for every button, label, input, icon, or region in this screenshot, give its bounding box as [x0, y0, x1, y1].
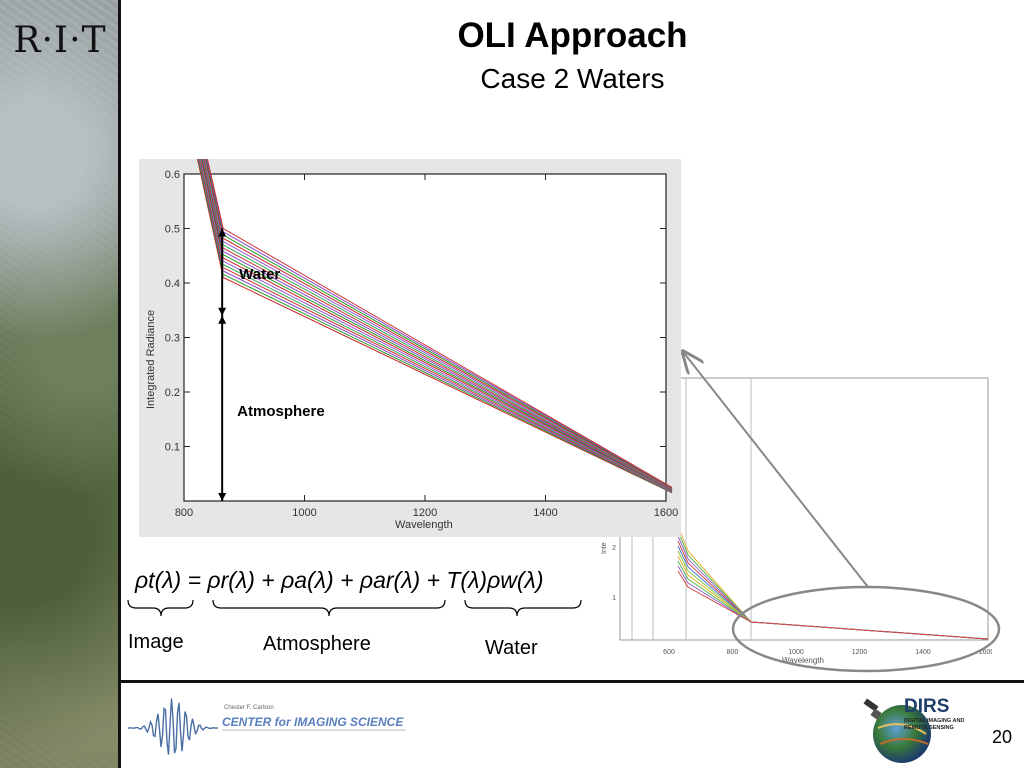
bg-y-tick-label: 2: [612, 545, 616, 552]
annotation-arrowhead-top: [218, 228, 227, 237]
equation-text: ρt(λ) = ρr(λ) + ρa(λ) + ρar(λ) + T(λ)ρw(…: [134, 567, 544, 593]
dirs-sub2-text: REMOTE SENSING: [904, 725, 954, 731]
main-series-line: [197, 159, 673, 493]
bg-x-tick-label: 1400: [915, 649, 931, 656]
main-x-tick-label: 1000: [292, 507, 316, 519]
dirs-name-text: DIRS: [904, 696, 949, 717]
slide-subtitle: Case 2 Waters: [480, 63, 665, 94]
satellite-icon: [863, 698, 882, 720]
main-y-tick-label: 0.4: [165, 278, 180, 290]
cis-small-text: Chester F. Carlson: [224, 705, 274, 711]
radiance-equation: ρt(λ) = ρr(λ) + ρa(λ) + ρar(λ) + T(λ)ρw(…: [127, 567, 582, 617]
label-image: Image: [128, 631, 184, 653]
label-atmosphere: Atmosphere: [263, 633, 371, 655]
main-series-line: [204, 159, 673, 489]
main-chart-ylabel: Integrated Radiance: [145, 310, 157, 409]
bg-x-tick-label: 800: [727, 649, 739, 656]
globe-icon: [873, 705, 931, 763]
annotation-arrowhead-mid-down: [218, 307, 227, 316]
rit-logo: R·I·T: [13, 20, 107, 61]
sidebar-aerial-photo: R·I·T: [0, 0, 118, 768]
main-series-line: [201, 159, 673, 491]
sidebar-divider: [118, 0, 121, 768]
bg-x-tick-label: 1000: [788, 649, 804, 656]
cis-name-text: CENTER for IMAGING SCIENCE: [222, 715, 404, 729]
cis-logo: Chester F. Carlson CENTER for IMAGING SC…: [128, 698, 406, 755]
main-series-line: [196, 159, 673, 494]
footer-divider: [121, 680, 1024, 683]
zoom-arrow: [684, 353, 869, 588]
bg-chart-xlabel: Wavelength: [782, 656, 824, 665]
main-series-line: [202, 159, 673, 491]
bg-chart-ylabel: Inte: [601, 542, 608, 554]
main-series-line: [198, 159, 673, 493]
slide-title: OLI Approach: [457, 16, 688, 55]
main-series-line: [202, 159, 673, 491]
main-series-line: [204, 159, 673, 490]
annotation-atmosphere: Atmosphere: [237, 403, 325, 420]
main-y-tick-label: 0.6: [165, 169, 180, 181]
main-y-tick-label: 0.1: [165, 442, 180, 454]
bg-series-line: [677, 570, 989, 640]
main-x-tick-label: 1600: [654, 507, 678, 519]
main-series-line: [198, 159, 673, 493]
main-x-tick-label: 1400: [533, 507, 557, 519]
brace-water: [464, 599, 582, 617]
bg-x-tick-label: 1600: [979, 649, 992, 656]
label-water: Water: [485, 637, 538, 659]
dirs-logo: DIRS DIGITAL IMAGING AND REMOTE SENSING: [863, 696, 964, 763]
bg-x-tick-label: 600: [663, 649, 675, 656]
bg-y-tick-label: 1: [612, 595, 616, 602]
annotation-arrowhead-mid-up: [218, 315, 227, 324]
background-spectrum-chart: 6008001000120014001600 123 Wavelength In…: [601, 377, 992, 665]
brace-image: [127, 599, 194, 617]
main-y-tick-label: 0.5: [165, 224, 180, 236]
main-series-line: [200, 159, 673, 492]
main-x-tick-label: 800: [175, 507, 193, 519]
brace-atmosphere: [212, 599, 446, 617]
bg-x-tick-label: 1200: [852, 649, 868, 656]
cis-waveform-icon: [128, 698, 219, 755]
annotation-water: Water: [239, 266, 280, 283]
main-series-line: [206, 159, 673, 488]
main-series-line: [203, 159, 673, 490]
zoomed-spectrum-chart: 800 1000 1200 1400 1600 0.1 0.2 0.3 0.4 0.5 0.6 W…: [139, 159, 681, 537]
dirs-sub1-text: DIGITAL IMAGING AND: [904, 718, 964, 724]
highlight-ellipse: [731, 585, 1001, 673]
main-chart-xlabel: Wavelength: [395, 519, 453, 531]
annotation-arrowhead-bottom: [218, 493, 227, 501]
main-y-tick-label: 0.3: [165, 333, 180, 345]
main-y-tick-label: 0.2: [165, 387, 180, 399]
main-series-line: [199, 159, 673, 492]
page-number: 20: [991, 727, 1012, 747]
main-series-line: [200, 159, 673, 492]
main-x-tick-label: 1200: [413, 507, 437, 519]
